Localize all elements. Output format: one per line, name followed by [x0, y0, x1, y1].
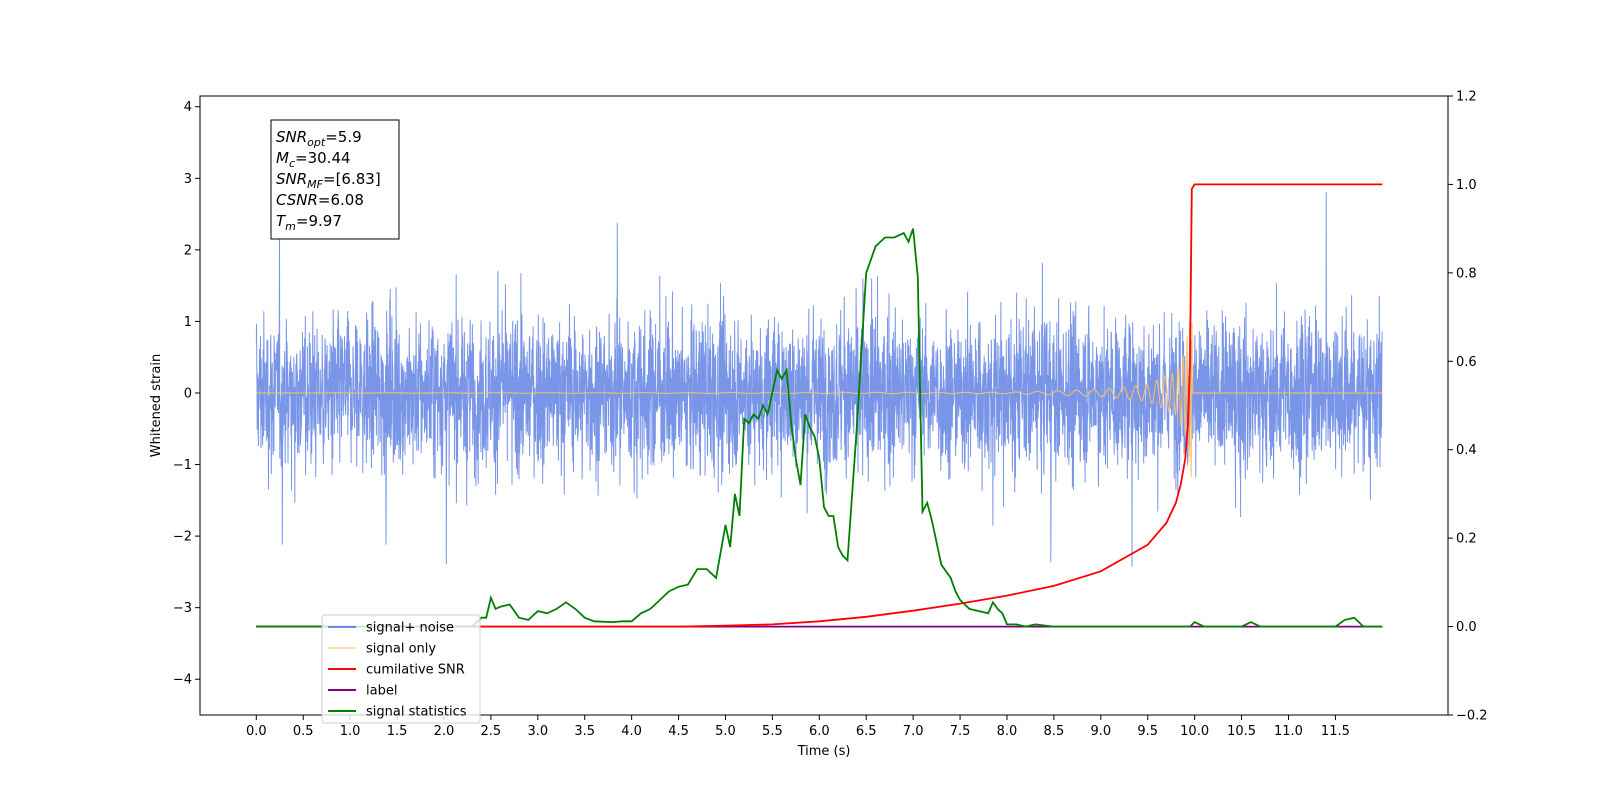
x-tick-label: 4.5 — [668, 724, 689, 739]
y-tick-label: −3 — [173, 601, 192, 616]
x-tick-label: 0.0 — [246, 724, 267, 739]
x-tick-label: 2.0 — [434, 724, 455, 739]
x-tick-label: 1.5 — [387, 724, 408, 739]
x-tick-label: 7.5 — [950, 724, 971, 739]
y-axis-right: −0.2 0.0 0.2 0.4 0.6 0.8 1.0 1.2 — [1448, 90, 1488, 724]
y-tick-label: 3 — [184, 172, 192, 187]
x-axis-label: Time (s) — [797, 744, 851, 759]
x-tick-label: 9.5 — [1137, 724, 1158, 739]
y2-tick-label: −0.2 — [1456, 709, 1488, 724]
x-tick-label: 8.0 — [997, 724, 1018, 739]
y-tick-label: −4 — [173, 673, 192, 688]
y-tick-label: 2 — [184, 243, 192, 258]
annotation-line: CSNR=6.08 — [276, 191, 364, 209]
x-tick-label: 3.5 — [574, 724, 595, 739]
x-tick-label: 11.0 — [1274, 724, 1303, 739]
x-tick-label: 7.0 — [903, 724, 924, 739]
annotation-line: Mc=30.44 — [276, 149, 351, 170]
series-layer — [255, 183, 1383, 628]
x-tick-label: 8.5 — [1044, 724, 1065, 739]
x-tick-label: 2.5 — [481, 724, 502, 739]
legend-entry: signal+ noise — [366, 621, 454, 636]
legend-entry: signal statistics — [366, 705, 467, 720]
annotation-line: SNRopt=5.9 — [276, 128, 362, 149]
annotation-line: SNRMF=[6.83] — [276, 170, 381, 191]
x-tick-label: 6.5 — [856, 724, 877, 739]
x-tick-label: 3.0 — [527, 724, 548, 739]
y-tick-label: 4 — [184, 100, 192, 115]
x-tick-label: 10.0 — [1180, 724, 1209, 739]
x-tick-label: 11.5 — [1321, 724, 1350, 739]
y-tick-label: 0 — [184, 386, 192, 401]
x-tick-label: 1.0 — [340, 724, 361, 739]
y2-tick-label: 0.8 — [1456, 266, 1477, 281]
x-tick-label: 4.0 — [621, 724, 642, 739]
legend-entry: cumilative SNR — [366, 663, 465, 678]
y-tick-label: −2 — [173, 530, 192, 545]
x-tick-label: 5.5 — [762, 724, 783, 739]
series-line-signal-noise — [255, 192, 1383, 567]
y-tick-label: 1 — [184, 315, 192, 330]
plot-frame — [199, 95, 1449, 716]
series-line-cumulative-snr — [256, 183, 1383, 628]
legend: signal+ noise signal only cumilative SNR la… — [321, 614, 481, 724]
y-axis-label: Whitened strain — [149, 354, 164, 457]
x-tick-label: 10.5 — [1227, 724, 1256, 739]
x-tick-label: 0.5 — [293, 724, 314, 739]
y-tick-label: −1 — [173, 458, 192, 473]
series-line-signal-only — [256, 317, 1383, 478]
x-tick-label: 9.0 — [1090, 724, 1111, 739]
series-line-signal-statistics — [256, 228, 1383, 628]
y2-tick-label: 0.2 — [1456, 532, 1477, 547]
y2-tick-label: 1.2 — [1456, 90, 1477, 105]
y-axis-left: −4 −3 −2 −1 0 1 2 3 4 — [173, 100, 200, 688]
y2-tick-label: 0.0 — [1456, 620, 1477, 635]
x-tick-label: 5.0 — [715, 724, 736, 739]
legend-entry: label — [366, 684, 397, 699]
y2-tick-label: 0.6 — [1456, 355, 1477, 370]
x-tick-label: 6.0 — [809, 724, 830, 739]
y2-tick-label: 1.0 — [1456, 178, 1477, 193]
legend-entry: signal only — [366, 642, 436, 657]
annotation-line: Tm=9.97 — [276, 212, 342, 233]
x-axis: 0.0 0.5 1.0 1.5 2.0 2.5 3.0 3.5 4.0 4.5 5.0 5.5 6.0 6… — [246, 715, 1350, 739]
y2-tick-label: 0.4 — [1456, 443, 1477, 458]
